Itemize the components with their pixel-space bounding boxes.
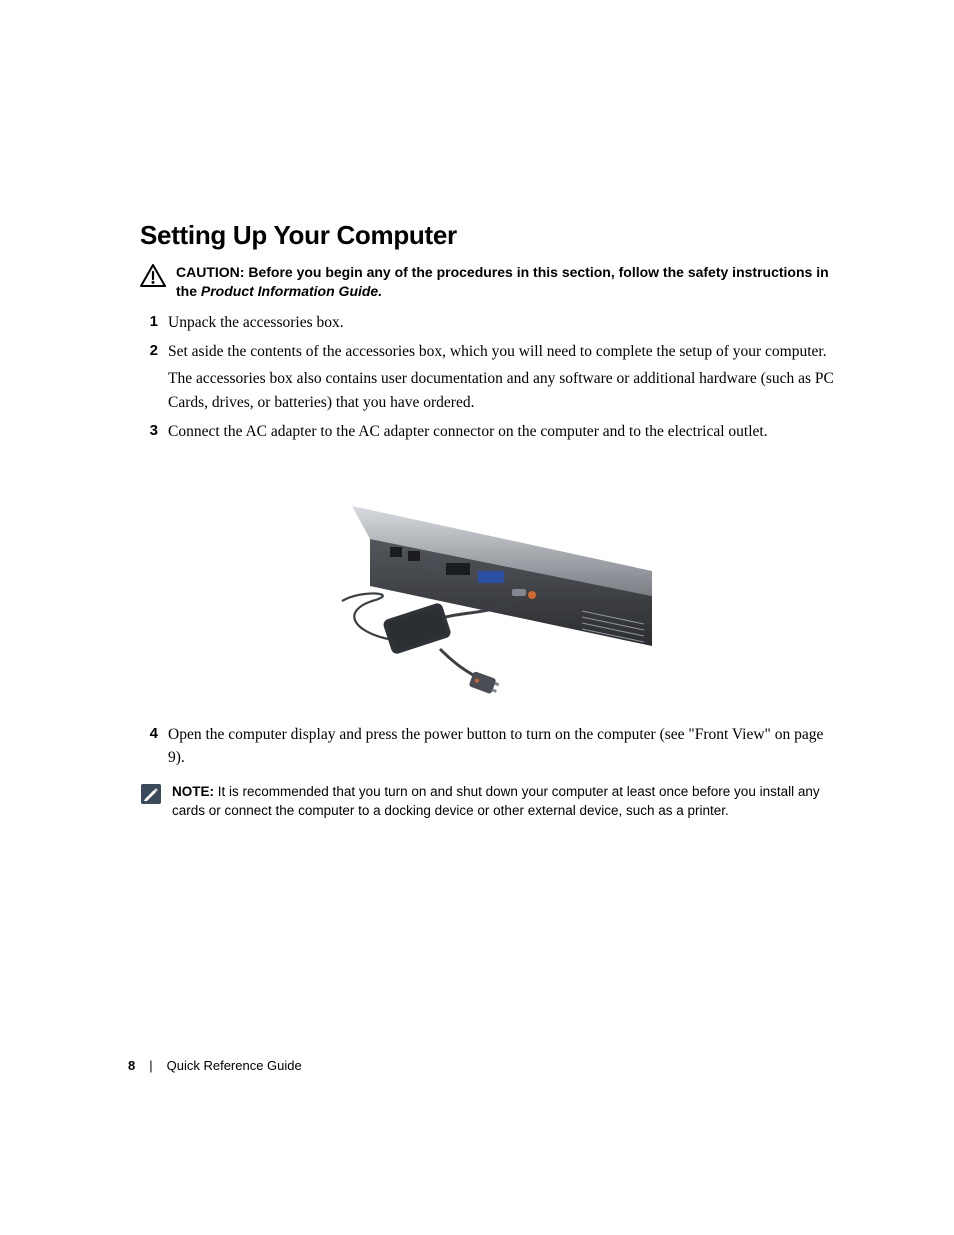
note-body: It is recommended that you turn on and s… [172, 784, 820, 819]
step-number: 4 [140, 723, 168, 746]
step-text: Set aside the contents of the accessorie… [168, 340, 844, 363]
footer-title: Quick Reference Guide [167, 1058, 302, 1073]
step-number: 1 [140, 311, 168, 334]
caution-triangle-icon [140, 264, 166, 288]
note-block: NOTE: It is recommended that you turn on… [140, 782, 844, 821]
step-3: 3 Connect the AC adapter to the AC adapt… [140, 420, 844, 443]
page-heading: Setting Up Your Computer [140, 220, 844, 251]
footer-separator: | [149, 1058, 152, 1073]
step-1: 1 Unpack the accessories box. [140, 311, 844, 334]
caution-label: CAUTION: [176, 264, 244, 280]
page-footer: 8 | Quick Reference Guide [128, 1058, 302, 1073]
step-text: The accessories box also contains user d… [168, 367, 844, 414]
step-number: 2 [140, 340, 168, 363]
setup-steps: 1 Unpack the accessories box. 2 Set asid… [140, 311, 844, 443]
step-text: Unpack the accessories box. [168, 311, 844, 334]
note-pencil-icon [140, 783, 162, 805]
caution-block: CAUTION: Before you begin any of the pro… [140, 263, 844, 301]
note-text: NOTE: It is recommended that you turn on… [172, 782, 844, 821]
note-label: NOTE: [172, 784, 214, 799]
step-4: 4 Open the computer display and press th… [140, 723, 844, 770]
step-number: 3 [140, 420, 168, 443]
step-text: Open the computer display and press the … [168, 723, 844, 770]
caution-text: CAUTION: Before you begin any of the pro… [176, 263, 844, 301]
step-text: Connect the AC adapter to the AC adapter… [168, 420, 844, 443]
ac-adapter-figure [322, 471, 662, 701]
setup-steps-cont: 4 Open the computer display and press th… [140, 723, 844, 770]
step-2: 2 Set aside the contents of the accessor… [140, 340, 844, 414]
caution-guide: Product Information Guide. [201, 283, 382, 299]
page-number: 8 [128, 1058, 135, 1073]
